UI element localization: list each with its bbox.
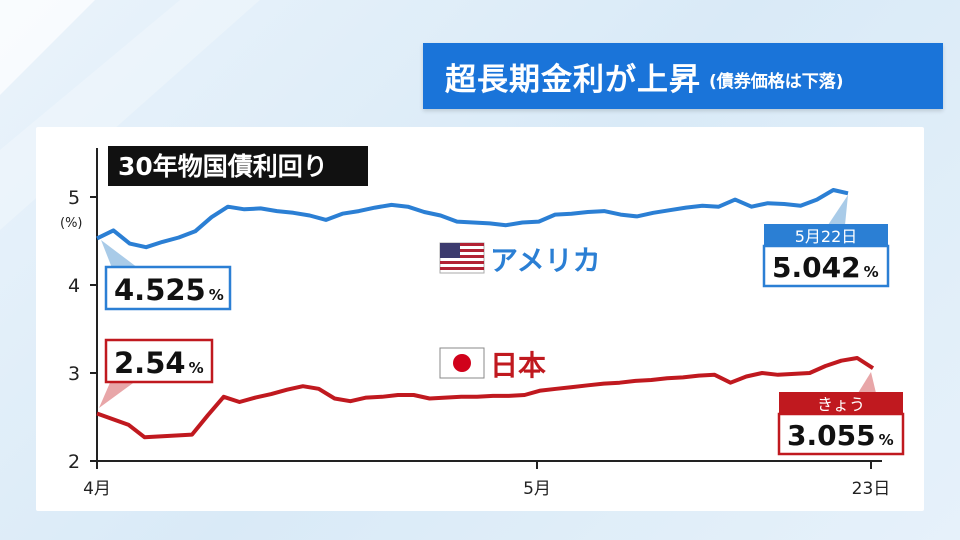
jp-series-label: 日本 xyxy=(439,347,546,382)
headline-title: 超長期金利が上昇 xyxy=(445,61,701,98)
jp-yield-line xyxy=(96,356,875,440)
us-start-callout: 4.525% xyxy=(104,265,232,311)
x-tick-label: 5月 xyxy=(523,479,551,499)
headline-subtitle: (債券価格は下落) xyxy=(709,71,844,92)
us-end-pointer xyxy=(828,195,848,225)
jp-flag-icon xyxy=(439,347,485,379)
us-flag-icon xyxy=(439,242,485,274)
us-start-callout-value: 4.525% xyxy=(114,273,224,307)
headline-banner: 超長期金利が上昇 (債券価格は下落) xyxy=(423,43,943,109)
jp-end-pointer xyxy=(858,372,876,393)
jp-end-callout: 3.055% xyxy=(777,412,905,456)
us-end-callout-value: 5.042% xyxy=(772,251,879,284)
chart-title-box xyxy=(108,146,368,186)
jp-start-callout: 2.54% xyxy=(104,338,214,384)
chart-card xyxy=(36,127,924,511)
us-end-date: 5月22日 xyxy=(795,227,858,246)
y-unit-label: (%) xyxy=(60,216,83,231)
us-series-name: アメリカ xyxy=(490,244,601,277)
y-tick-label: 5 xyxy=(68,187,80,209)
y-tick-label: 4 xyxy=(68,275,80,297)
jp-end-date: きょう xyxy=(817,395,865,414)
chart-title: 30年物国債利回り xyxy=(118,152,328,181)
jp-end-callout-value: 3.055% xyxy=(787,419,894,452)
us-end-date-tag: 5月22日 xyxy=(764,224,888,248)
us-start-pointer xyxy=(101,240,138,268)
jp-start-callout-value: 2.54% xyxy=(114,346,204,380)
us-end-callout: 5.042% xyxy=(762,244,890,288)
jp-start-pointer xyxy=(99,378,140,408)
jp-series-name: 日本 xyxy=(490,349,546,382)
y-tick-label: 2 xyxy=(68,451,80,473)
us-series-label: アメリカ xyxy=(439,242,601,277)
us-yield-line xyxy=(96,188,849,250)
jp-end-date-tag: きょう xyxy=(779,392,903,416)
y-tick-label: 3 xyxy=(68,363,80,385)
x-tick-label: 23日 xyxy=(852,479,891,499)
x-tick-label: 4月 xyxy=(83,479,111,499)
